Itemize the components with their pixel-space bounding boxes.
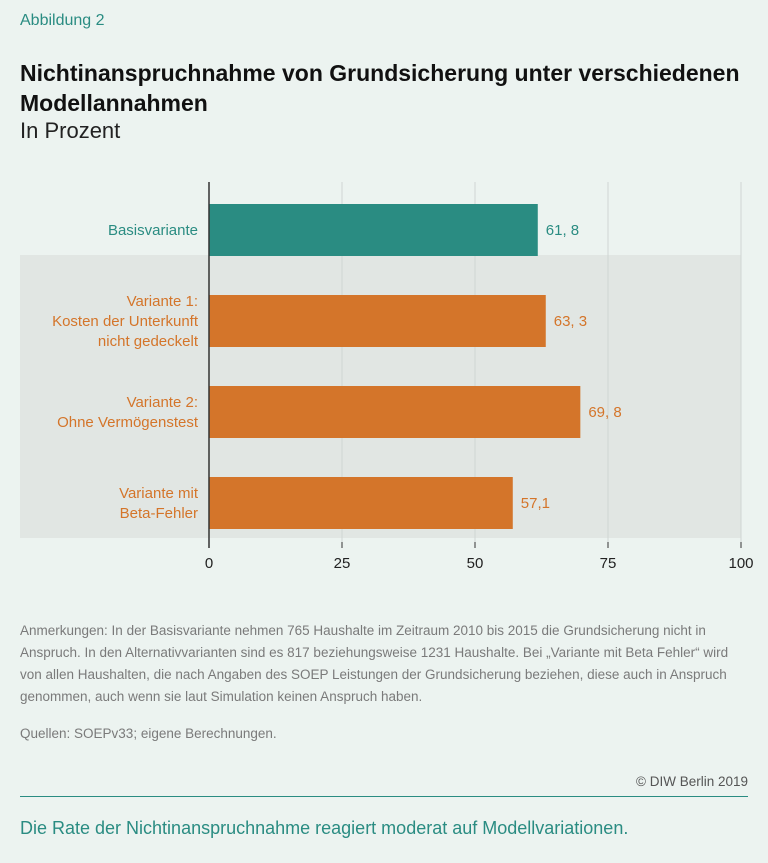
figure-label: Abbildung 2 [20, 12, 105, 29]
tick-label: 50 [467, 555, 484, 572]
bar [209, 204, 538, 256]
chart-note: Anmerkungen: In der Basisvariante nehmen… [20, 623, 729, 704]
copyright: © DIW Berlin 2019 [636, 774, 748, 789]
tick-label: 100 [728, 555, 753, 572]
category-label: Variante 1: [127, 293, 198, 310]
category-label: Beta-Fehler [120, 505, 198, 522]
value-label: 63, 3 [554, 313, 587, 330]
chart-title: Nichtinanspruchnahme von Grundsicherung … [20, 60, 740, 116]
chart-subtitle: In Prozent [20, 118, 121, 143]
category-label: Ohne Vermögenstest [57, 414, 199, 431]
value-label: 61, 8 [546, 222, 579, 239]
divider [20, 796, 748, 797]
category-label: Variante 2: [127, 394, 198, 411]
bar [209, 477, 513, 529]
category-label: Variante mit [119, 485, 199, 502]
bar [209, 295, 546, 347]
bar [209, 386, 581, 438]
bar-chart: 61, 8 Basisvariante 63, 3 Variante 1: Kosten… [20, 182, 754, 572]
tick-label: 25 [334, 555, 351, 572]
category-label: Kosten der Unterkunft [52, 313, 199, 330]
tick-label: 0 [205, 555, 213, 572]
takeaway-text: Die Rate der Nichtinanspruchnahme reagie… [20, 818, 629, 838]
tick-label: 75 [600, 555, 617, 572]
value-label: 69, 8 [588, 404, 621, 421]
chart-source: Quellen: SOEPv33; eigene Berechnungen. [20, 726, 277, 741]
category-label: nicht gedeckelt [98, 333, 199, 350]
category-label: Basisvariante [108, 222, 198, 239]
value-label: 57,1 [521, 495, 550, 512]
